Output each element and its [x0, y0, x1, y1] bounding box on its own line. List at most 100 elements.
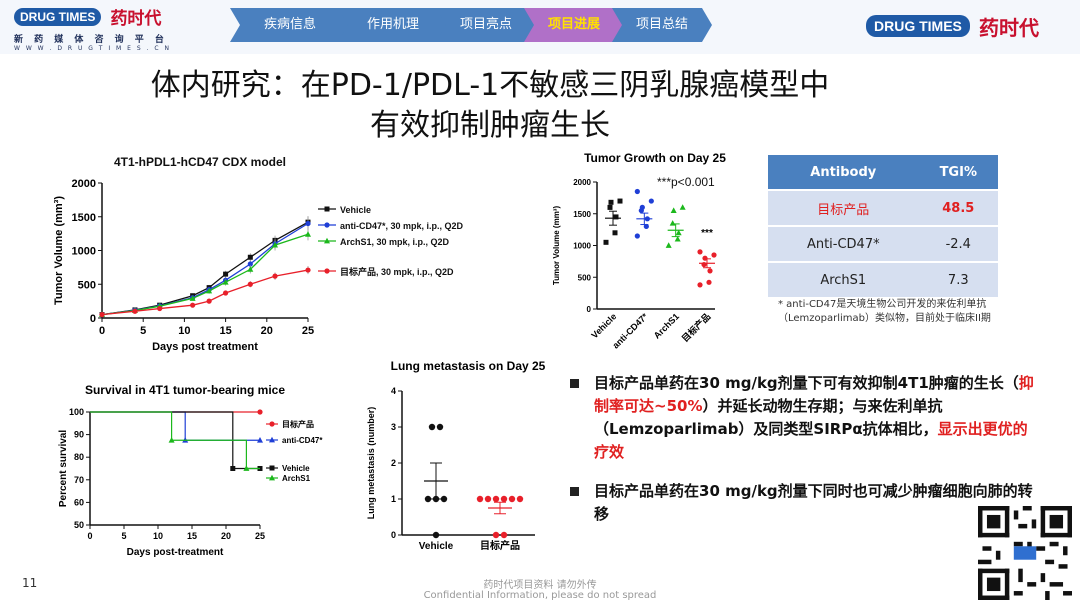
- table-footnote: * anti-CD47是天境生物公司开发的来佐利单抗（Lemzoparlimab…: [778, 299, 991, 324]
- significance-annotation: ***p<0.001: [657, 175, 715, 189]
- y-axis-label: Tumor Volume (mm³): [552, 206, 561, 286]
- data-point: [206, 298, 212, 304]
- tumor-growth-chart: 4T1-hPDL1-hCD47 CDX model050010001500200…: [53, 155, 464, 353]
- bullet-highlight: 抑制率可达~50%: [594, 374, 1034, 415]
- data-point: [247, 261, 253, 267]
- censor-mark: [168, 437, 175, 443]
- legend-label: ArchS1: [282, 474, 311, 483]
- x-tick-label: 20: [261, 325, 273, 337]
- x-tick-label: 20: [221, 531, 231, 541]
- tab-label: 作用机理: [366, 17, 419, 32]
- tab-bg: [230, 8, 350, 42]
- legend-label: 目标产品: [282, 419, 314, 429]
- data-point: [670, 207, 677, 213]
- y-tick-label: 1: [391, 494, 396, 504]
- legend-marker: [269, 436, 275, 443]
- series-line: [101, 222, 309, 316]
- y-tick-label: 500: [78, 279, 96, 291]
- legend-marker: [269, 474, 275, 481]
- data-point: [189, 295, 196, 301]
- data-point: [476, 495, 484, 503]
- data-point: [669, 220, 676, 226]
- bullet-text: 目标产品单药在30 mg/kg剂量下可有效抑制4T1肿瘤的生长（: [594, 374, 1019, 392]
- legend-marker: [324, 237, 330, 244]
- x-tick-label: 15: [187, 531, 197, 541]
- legend-label: Vehicle: [282, 464, 310, 473]
- x-tick-label: 25: [302, 325, 314, 337]
- tumor-day25-dot-plot: Tumor Growth on Day 25 0 500 1000 1500 2000 Tu…: [552, 151, 726, 351]
- y-tick-label: 80: [74, 452, 84, 462]
- y-tick-label: 2000: [72, 178, 96, 190]
- data-point: [617, 198, 623, 204]
- data-point: [223, 290, 229, 296]
- y-tick-label: 2: [391, 458, 396, 468]
- lung-metastasis-chart: Lung metastasis on Day 25 0 1 2 3 4 Lung metas…: [366, 359, 546, 552]
- logo-right: DRUG TIMES 药时代: [866, 12, 1039, 41]
- chart-title: 4T1-hPDL1-hCD47 CDX model: [114, 155, 286, 169]
- x-tick-label: 0: [87, 531, 92, 541]
- data-point: [247, 281, 253, 287]
- data-point: [707, 268, 713, 274]
- data-point: [711, 252, 717, 258]
- x-tick-label: Vehicle: [589, 311, 618, 340]
- tab-label: 疾病信息: [263, 17, 316, 32]
- data-point: [612, 230, 618, 236]
- data-point: [508, 495, 516, 503]
- y-tick-label: 1000: [72, 246, 96, 258]
- y-tick-label: 1500: [573, 210, 591, 219]
- logo-cn: 药时代: [978, 16, 1039, 40]
- bullet-square-icon: [570, 487, 579, 496]
- x-tick-label: 目标产品: [679, 311, 712, 344]
- tab-summary[interactable]: 项目总结: [612, 8, 712, 42]
- data-point: [206, 287, 213, 294]
- y-tick-label: 4: [391, 386, 396, 396]
- bullet-text: 目标产品单药在30 mg/kg剂量下同时也可减少肿瘤细胞向肺的转移: [594, 482, 1033, 523]
- data-point: [432, 531, 440, 539]
- tab-disease-info[interactable]: 疾病信息: [230, 8, 350, 42]
- tab-bg: [612, 8, 712, 42]
- key-findings: 目标产品单药在30 mg/kg剂量下可有效抑制4T1肿瘤的生长（抑制率可达~50…: [568, 372, 1038, 542]
- table-header-row: Antibody TGI%: [768, 155, 998, 189]
- y-tick-label: 0: [587, 305, 592, 314]
- logo-url: W W W . D R U G T I M E S . C N: [14, 45, 171, 52]
- survival-step-line: [90, 411, 260, 470]
- tab-bg: [338, 8, 448, 42]
- data-point: [702, 255, 708, 261]
- table-row: Anti-CD47* -2.4: [768, 227, 998, 261]
- y-tick-label: 0: [90, 313, 96, 325]
- page-number: 11: [22, 576, 38, 590]
- tab-mechanism[interactable]: 作用机理: [338, 8, 448, 42]
- footer-confidential-cn: 药时代项目资料 请勿外传: [483, 580, 597, 591]
- data-point: [675, 229, 682, 236]
- data-point: [492, 531, 500, 539]
- y-tick-label: 90: [74, 430, 84, 440]
- data-point: [500, 495, 508, 503]
- data-point: [223, 271, 229, 277]
- data-point: [697, 282, 703, 288]
- data-point: [516, 495, 524, 503]
- x-tick-label: 5: [140, 325, 146, 337]
- data-point: [305, 267, 311, 273]
- tab-label: 项目进展: [547, 17, 600, 32]
- legend-marker: [269, 421, 275, 427]
- slide-title-line1: 体内研究：在PD-1/PDL-1不敏感三阴乳腺癌模型中: [150, 68, 830, 103]
- logo-subtitle: 新 药 媒 体 咨 询 平 台: [14, 35, 168, 45]
- bullet-text: ）并延长动物生存期；与来佐利单抗（Lemzoparlimab）及同类型SIRPα…: [594, 397, 943, 438]
- x-axis-label: Days post treatment: [152, 341, 258, 353]
- y-tick-label: 0: [391, 530, 396, 540]
- y-tick-label: 100: [69, 407, 84, 417]
- data-point: [132, 308, 138, 314]
- tab-bg: [436, 8, 536, 42]
- sig-stars: ***: [701, 228, 713, 239]
- x-tick-label: 0: [99, 325, 105, 337]
- survival-chart: Survival in 4T1 tumor-bearing mice506070…: [58, 383, 323, 558]
- chart-title: Tumor Growth on Day 25: [584, 151, 726, 165]
- bullet-item: 目标产品单药在30 mg/kg剂量下可有效抑制4T1肿瘤的生长（抑制率可达~50…: [568, 372, 1038, 464]
- tab-progress[interactable]: 项目进展: [524, 8, 624, 42]
- x-tick-label: 15: [219, 325, 231, 337]
- x-tick-label: Vehicle: [419, 541, 454, 552]
- logo-left: DRUG TIMES 药时代 新 药 媒 体 咨 询 平 台 W W W . D…: [14, 4, 174, 54]
- data-point: [428, 423, 436, 431]
- data-point: [679, 204, 686, 210]
- tab-highlights[interactable]: 项目亮点: [436, 8, 536, 42]
